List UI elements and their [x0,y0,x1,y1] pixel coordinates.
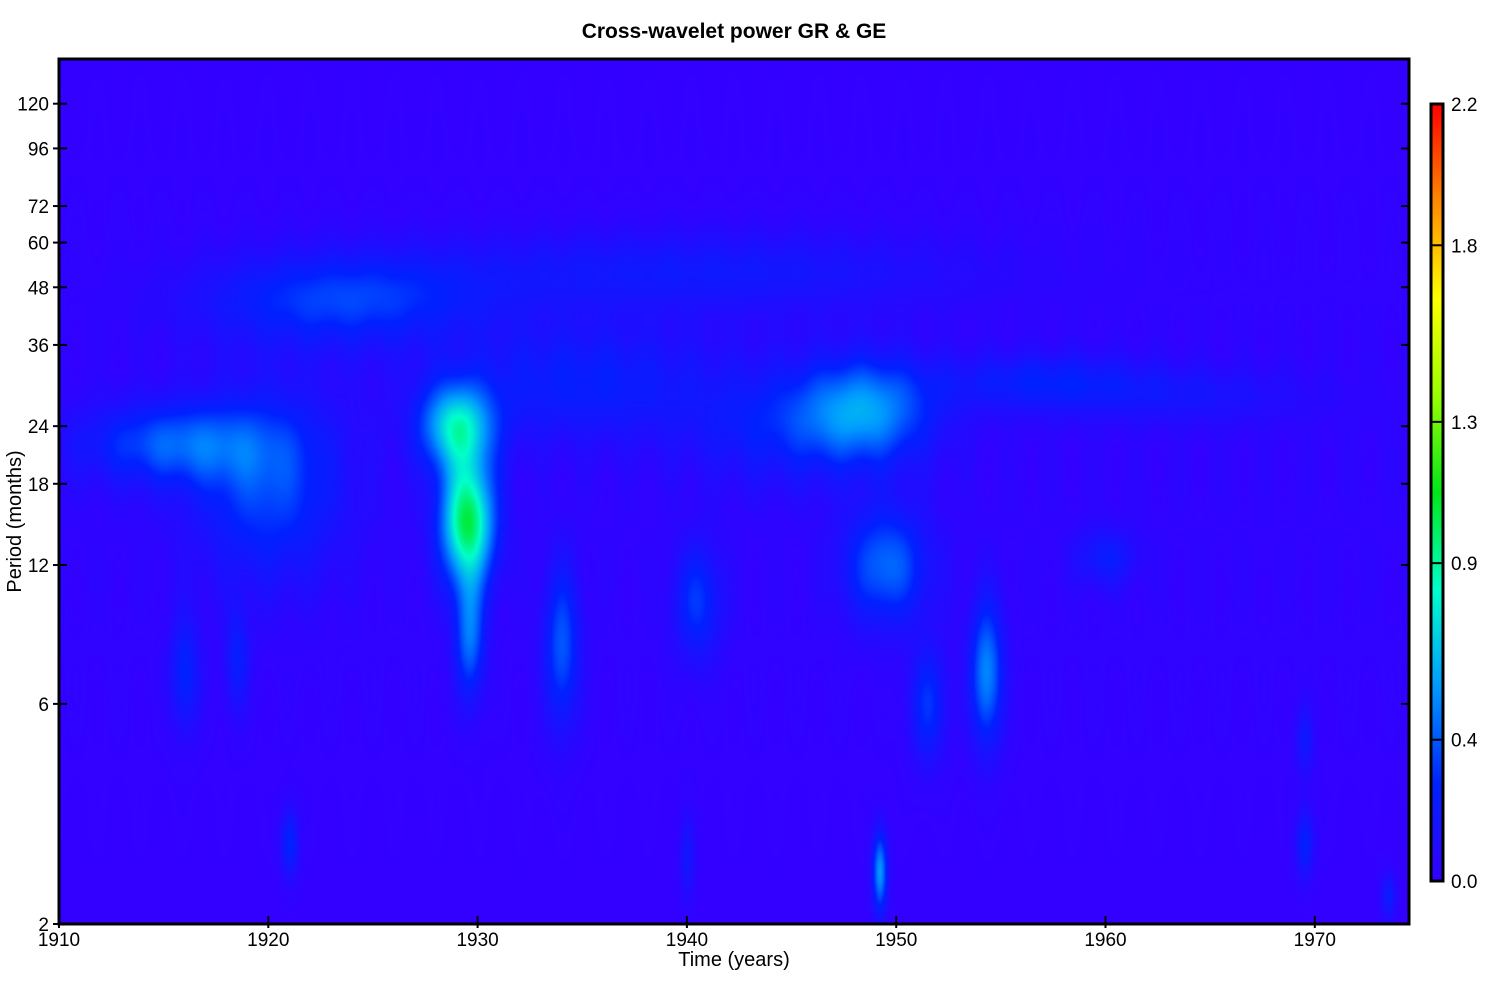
y-axis-label: Period (months) [4,450,26,592]
y-tick-label: 18 [28,475,49,496]
x-tick: 1910 [38,916,80,951]
plot-area [57,57,1411,926]
x-tick-label: 1960 [1084,930,1126,951]
y-tick: 12 [28,556,1409,577]
y-tick-label: 12 [28,556,49,577]
colorbar-tick-label: 1.8 [1451,236,1477,257]
y-tick-label: 24 [28,417,50,438]
x-tick-label: 1920 [247,930,289,951]
y-tick: 60 [28,234,1409,255]
colorbar-tick: 1.3 [1431,413,1477,434]
y-axis-ticks: 2 6 12 18 24 36 48 60 72 96 120 [17,95,1409,936]
colorbar-tick: 2.2 [1431,95,1477,116]
colorbar-tick: 0.0 [1431,872,1477,893]
y-tick-label: 72 [28,197,49,218]
colorbar-tick-label: 1.3 [1451,413,1477,434]
y-tick: 36 [28,336,1409,357]
y-tick-label: 120 [17,95,49,116]
y-tick-label: 6 [38,695,49,716]
x-tick: 1940 [666,916,708,951]
y-tick: 96 [28,139,1409,160]
x-tick: 1950 [875,916,917,951]
x-tick: 1920 [247,916,289,951]
y-tick: 18 [28,475,1409,496]
x-tick: 1930 [456,916,499,951]
y-tick-label: 36 [28,336,49,357]
chart-title: Cross-wavelet power GR & GE [582,20,887,43]
colorbar-tick: 1.8 [1431,236,1477,257]
colorbar-tick-label: 0.4 [1451,731,1478,752]
x-tick-label: 1910 [38,930,80,951]
x-tick-label: 1970 [1294,930,1336,951]
heatmap-image [59,59,1409,924]
x-tick: 1970 [1294,916,1336,951]
colorbar: 0.0 0.4 0.9 1.3 1.8 2.2 [1429,95,1478,893]
x-tick: 1960 [1084,916,1127,951]
colorbar-tick-label: 0.0 [1451,872,1477,893]
y-tick: 48 [28,278,1409,299]
y-tick-label: 60 [28,234,49,255]
y-tick-label: 2 [38,915,49,936]
x-axis-label: Time (years) [678,949,789,971]
x-tick-label: 1930 [456,930,498,951]
colorbar-gradient [1429,102,1445,883]
y-tick: 120 [17,95,1409,116]
y-tick: 72 [28,197,1409,218]
x-axis-ticks: 1910 1920 1930 1940 1950 1960 1970 [38,916,1336,951]
y-tick-label: 48 [28,278,49,299]
colorbar-tick-label: 0.9 [1451,554,1477,575]
y-tick: 24 [28,417,1409,438]
x-tick-label: 1940 [666,930,708,951]
y-tick-label: 96 [28,139,49,160]
colorbar-tick-label: 2.2 [1451,95,1477,116]
plot-frame [57,57,1411,926]
x-tick-label: 1950 [875,930,917,951]
colorbar-tick: 0.9 [1431,554,1477,575]
colorbar-tick: 0.4 [1431,731,1478,752]
y-tick: 6 [38,695,1409,716]
